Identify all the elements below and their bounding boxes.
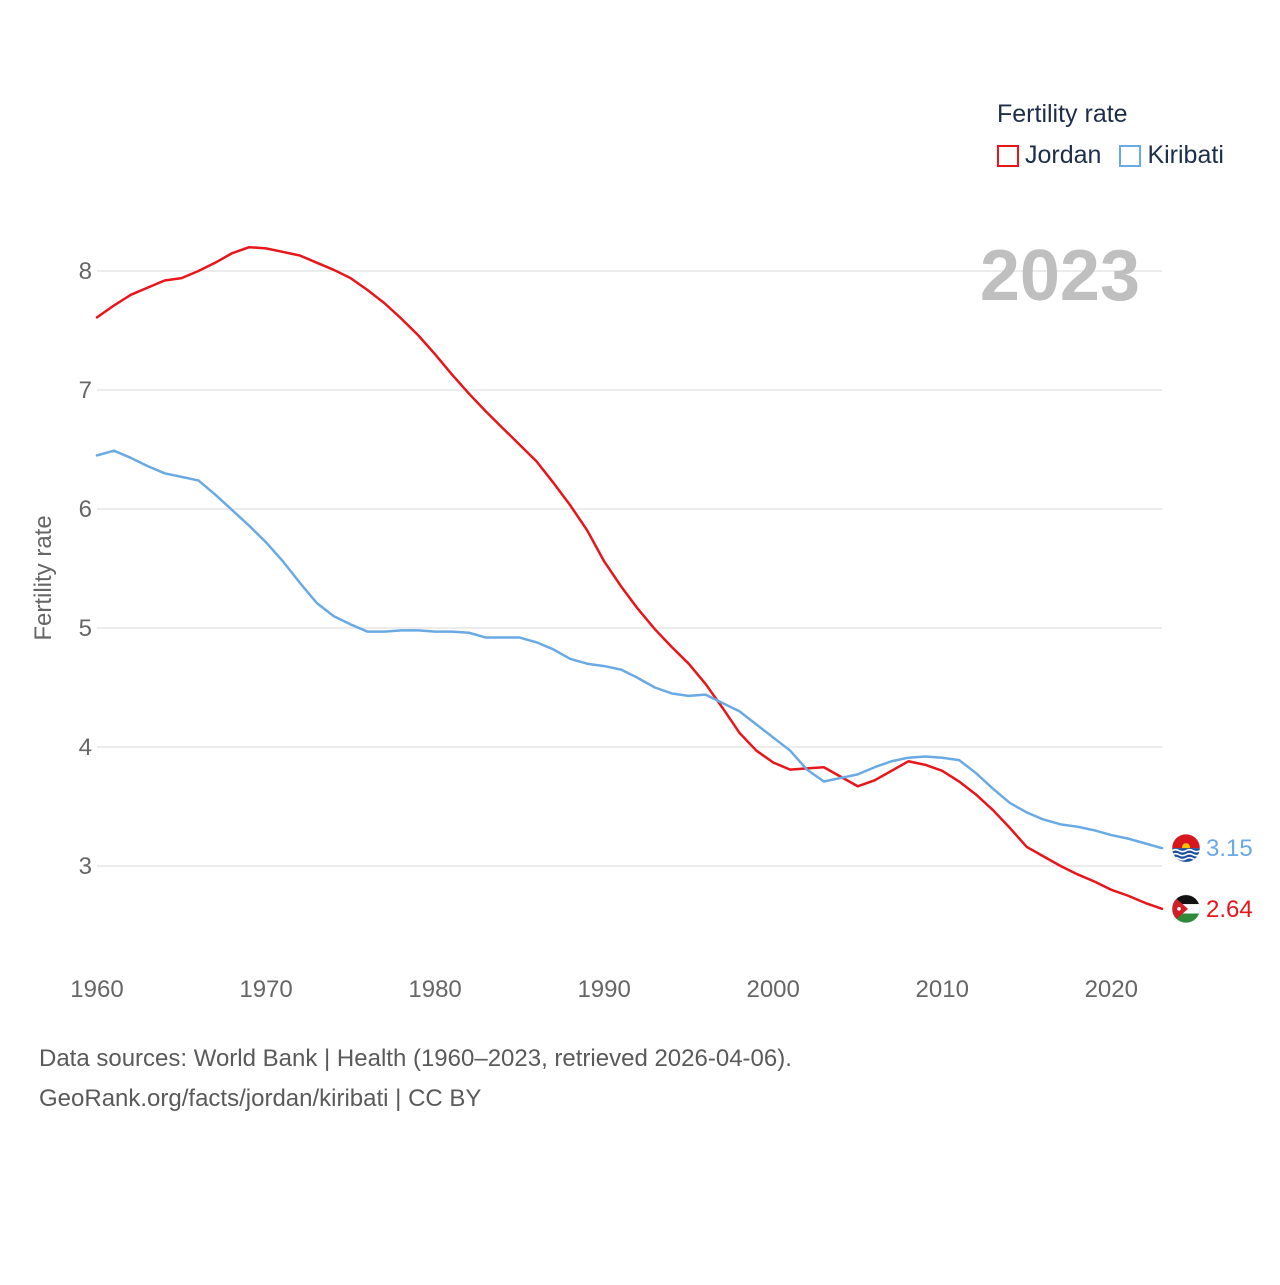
y-tick-label-8: 8 bbox=[79, 258, 92, 285]
y-axis-label: Fertility rate bbox=[30, 515, 57, 640]
legend-title: Fertility rate bbox=[997, 100, 1128, 128]
x-tick-label-2010: 2010 bbox=[916, 976, 969, 1003]
y-tick-label-4: 4 bbox=[79, 734, 92, 761]
legend-swatch-jordan bbox=[997, 144, 1019, 167]
series-line-jordan[interactable] bbox=[95, 245, 1164, 911]
gridlines bbox=[97, 270, 1162, 867]
legend-swatch-kiribati bbox=[1119, 144, 1142, 167]
x-tick-label-1970: 1970 bbox=[239, 976, 292, 1003]
jordan-flag-icon bbox=[1171, 894, 1201, 924]
x-tick-label-2000: 2000 bbox=[746, 976, 799, 1003]
footer-sources: Data sources: World Bank | Health (1960–… bbox=[39, 1045, 792, 1072]
x-tick-label-1990: 1990 bbox=[577, 976, 630, 1003]
y-tick-label-3: 3 bbox=[79, 853, 92, 880]
y-tick-label-6: 6 bbox=[79, 496, 92, 523]
y-tick-label-7: 7 bbox=[79, 377, 92, 404]
x-tick-label-1980: 1980 bbox=[408, 976, 461, 1003]
legend-item-jordan[interactable]: Jordan bbox=[997, 141, 1101, 170]
legend: Jordan Kiribati bbox=[997, 141, 1242, 170]
x-axis-ticks: 1960 1970 1980 1990 2000 2010 2020 bbox=[70, 976, 1138, 1003]
end-label-jordan: 2.64 bbox=[1206, 896, 1253, 923]
end-label-kiribati: 3.15 bbox=[1206, 835, 1253, 862]
legend-item-kiribati[interactable]: Kiribati bbox=[1119, 141, 1224, 170]
x-tick-label-2020: 2020 bbox=[1085, 976, 1138, 1003]
footer-credit: GeoRank.org/facts/jordan/kiribati | CC B… bbox=[39, 1085, 482, 1112]
kiribati-flag-icon bbox=[1171, 833, 1201, 863]
series-lines bbox=[95, 245, 1164, 911]
x-tick-label-1960: 1960 bbox=[70, 976, 123, 1003]
y-axis-ticks: 3 4 5 6 7 8 bbox=[79, 258, 92, 880]
chart-title-year: 2023 bbox=[980, 236, 1140, 316]
legend-label-kiribati: Kiribati bbox=[1147, 141, 1224, 169]
legend-label-jordan: Jordan bbox=[1025, 141, 1102, 169]
y-tick-label-5: 5 bbox=[79, 615, 92, 642]
series-end-markers: 2.64 3.15 bbox=[1171, 833, 1253, 924]
series-line-kiribati[interactable] bbox=[95, 449, 1164, 850]
